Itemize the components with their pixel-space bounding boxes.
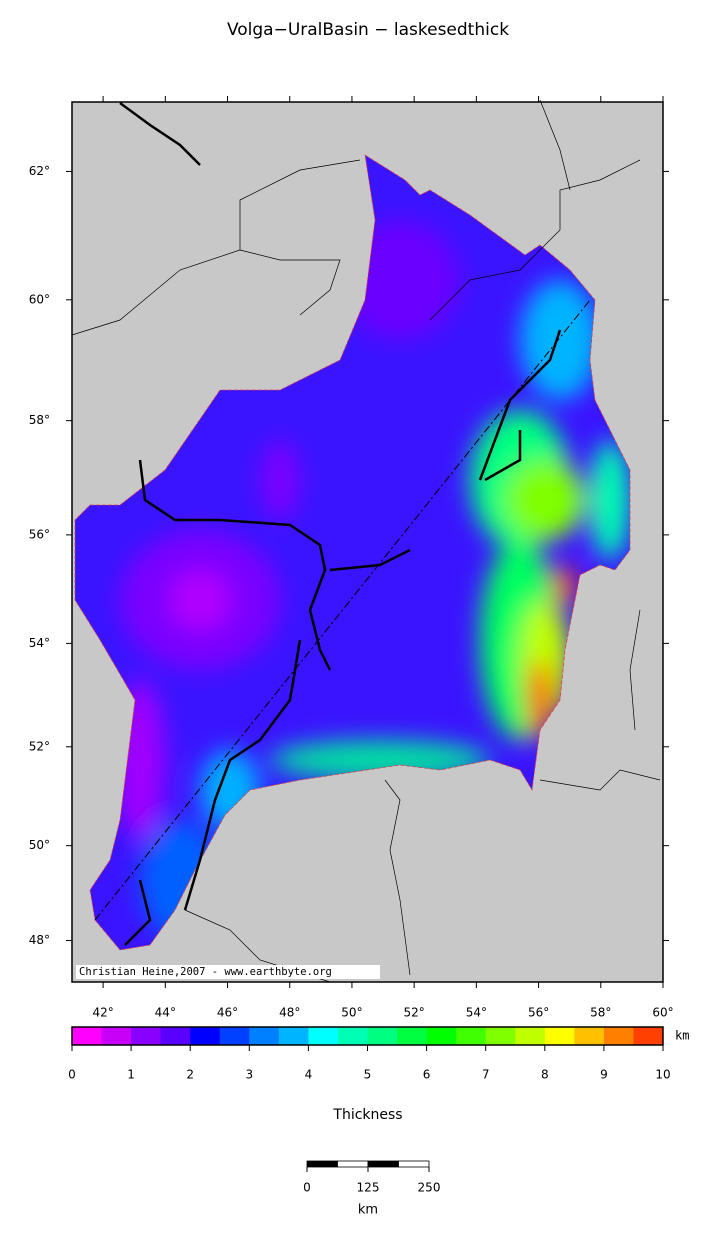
x-tick-label: 44° (155, 1006, 176, 1020)
colorbar-swatch (278, 1027, 309, 1045)
y-tick-label: 62° (29, 164, 50, 178)
y-tick-label: 48° (29, 933, 50, 947)
y-tick-label: 54° (29, 636, 50, 650)
colorbar-swatch (515, 1027, 546, 1045)
rivers (119, 101, 562, 946)
credit: Christian Heine,2007 - www.earthbyte.org (79, 966, 332, 978)
basin-outline (74, 154, 631, 951)
y-tick-label: 60° (29, 292, 50, 306)
x-tick-label: 56° (528, 1006, 549, 1020)
colorbar-tick-label: 3 (245, 1068, 253, 1082)
scale-segment (367, 1160, 399, 1168)
colorbar-swatch (367, 1027, 398, 1045)
colorbar-tick-label: 2 (186, 1068, 194, 1082)
colorbar-swatch (485, 1027, 516, 1045)
map-title: Volga−UralBasin − laskesedthick (227, 20, 509, 40)
x-tick-label: 58° (590, 1006, 611, 1020)
colorbar-tick-label: 0 (68, 1068, 76, 1082)
scale-tick-label: 250 (418, 1181, 441, 1195)
colorbar-label: Thickness (332, 1107, 402, 1123)
colorbar-swatch (160, 1027, 191, 1045)
scale-tick-label: 125 (357, 1181, 380, 1195)
x-tick-label: 54° (466, 1006, 487, 1020)
scale-tick-label: 0 (303, 1181, 311, 1195)
colorbar-swatch (544, 1027, 575, 1045)
y-tick-label: 58° (29, 413, 50, 427)
colorbar-swatch (249, 1027, 280, 1045)
colorbar-swatch (337, 1027, 368, 1045)
colorbar-tick-label: 8 (541, 1068, 549, 1082)
colorbar-swatch (190, 1027, 221, 1045)
colorbar-swatch (574, 1027, 605, 1045)
y-tick-label: 56° (29, 527, 50, 541)
colorbar-tick-label: 6 (423, 1068, 431, 1082)
colorbar-swatch (426, 1027, 457, 1045)
colorbar-tick-label: 7 (482, 1068, 490, 1082)
x-tick-label: 42° (92, 1006, 113, 1020)
colorbar-swatch (456, 1027, 487, 1045)
colorbar-tick-label: 9 (600, 1068, 608, 1082)
colorbar-swatch (131, 1027, 162, 1045)
colorbar-swatch (603, 1027, 634, 1045)
colorbar-swatch (308, 1027, 339, 1045)
x-tick-label: 46° (217, 1006, 238, 1020)
colorbar-tick-label: 5 (364, 1068, 372, 1082)
x-tick-label: 50° (341, 1006, 362, 1020)
scale-segment (337, 1160, 369, 1168)
colorbar-swatch (397, 1027, 428, 1045)
colorbar-swatch (633, 1027, 664, 1045)
colorbar-swatch (101, 1027, 132, 1045)
borders (71, 99, 661, 983)
colorbar-tick-label: 1 (127, 1068, 135, 1082)
profile-line (94, 299, 591, 921)
colorbar-swatch (219, 1027, 250, 1045)
colorbar-tick-label: 10 (655, 1068, 670, 1082)
x-tick-label: 48° (279, 1006, 300, 1020)
colorbar-unit: km (675, 1029, 689, 1043)
colorbar-tick-label: 4 (305, 1068, 313, 1082)
credit-box (76, 965, 380, 979)
y-tick-label: 50° (29, 838, 50, 852)
scale-unit: km (358, 1203, 378, 1218)
scale-segment (306, 1160, 338, 1168)
x-tick-label: 52° (404, 1006, 425, 1020)
colorbar-swatch (72, 1027, 103, 1045)
y-tick-label: 52° (29, 739, 50, 753)
scale-segment (398, 1160, 430, 1168)
x-tick-label: 60° (652, 1006, 673, 1020)
